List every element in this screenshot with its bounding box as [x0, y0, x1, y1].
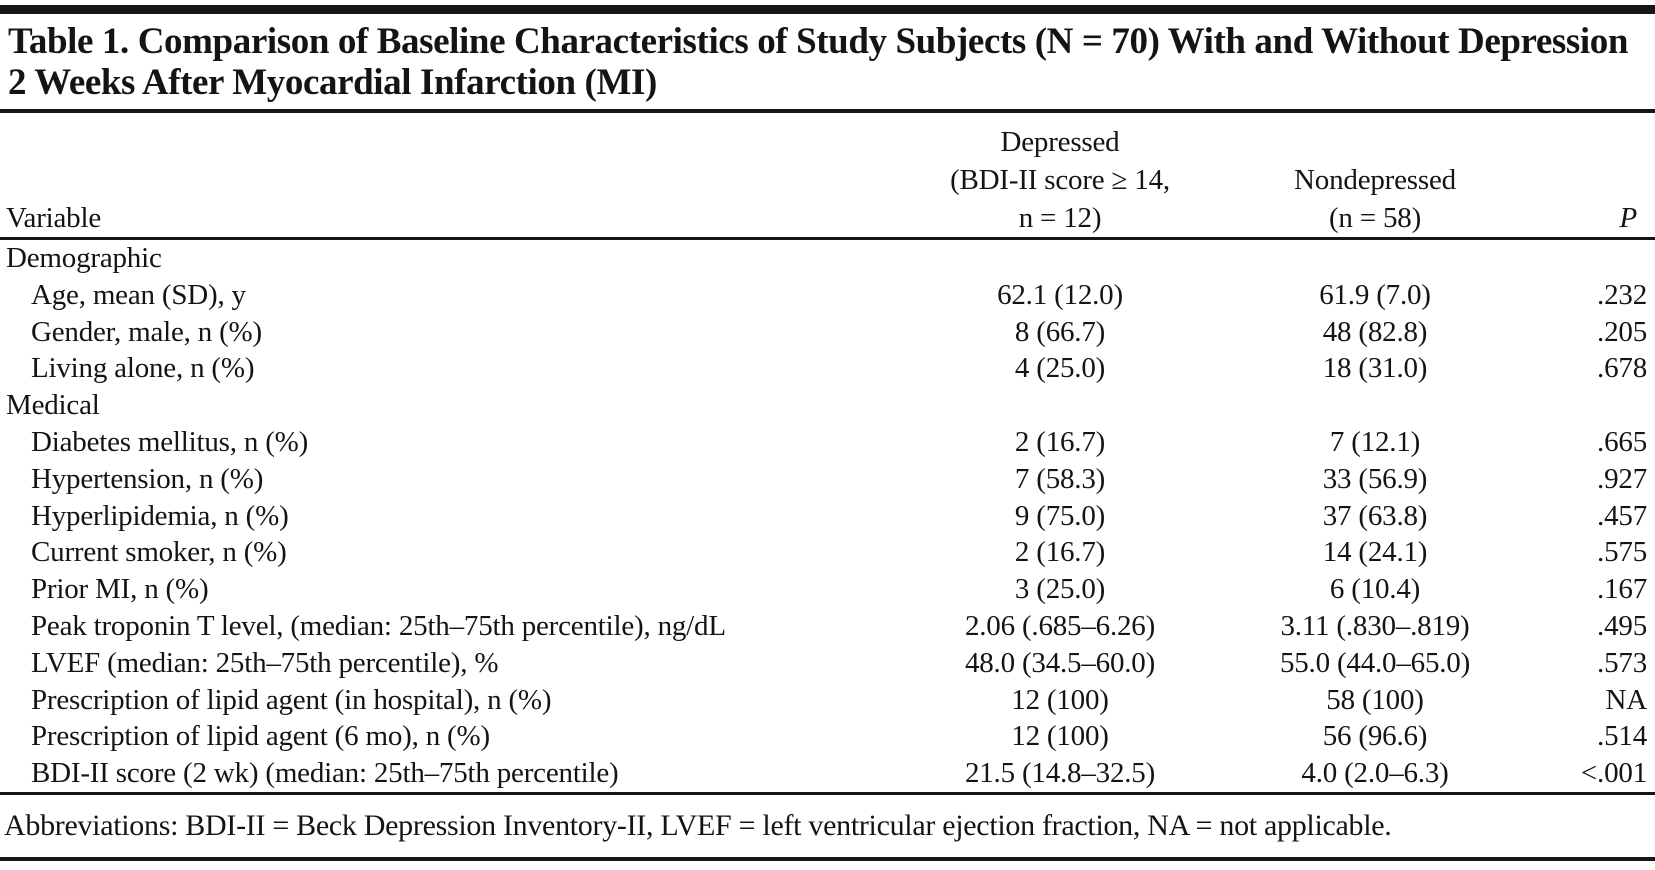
- nondepressed-value: 7 (12.1): [1329, 425, 1421, 458]
- p-value: .205: [1597, 315, 1647, 348]
- nondepressed-value: 48 (82.8): [1322, 315, 1428, 348]
- p-value: .927: [1597, 462, 1647, 495]
- table-row: Living alone, n (%) 4 (25.0) 18 (31.0) .678: [0, 350, 1655, 387]
- nondepressed-value: 14 (24.1): [1322, 536, 1428, 569]
- p-value: .575: [1597, 536, 1647, 569]
- table-row: Gender, male, n (%) 8 (66.7) 48 (82.8) .205: [0, 314, 1655, 351]
- table-title-line2: 2 Weeks After Myocardial Infarction (MI): [8, 62, 657, 103]
- section-row: Medical: [0, 387, 1655, 424]
- depressed-value: 2 (16.7): [1014, 425, 1106, 458]
- table-row: Age, mean (SD), y 62.1 (12.0) 61.9 (7.0) .2…: [0, 277, 1655, 314]
- p-value: .573: [1597, 646, 1647, 679]
- table-row: Current smoker, n (%) 2 (16.7) 14 (24.1) .5…: [0, 534, 1655, 571]
- nondepressed-value: 4.0 (2.0–6.3): [1301, 757, 1449, 790]
- row-label: LVEF (median: 25th–75th percentile), %: [31, 646, 499, 679]
- row-label: Peak troponin T level, (median: 25th–75t…: [31, 609, 726, 642]
- depressed-header-line2: (BDI-II score ≥ 14,: [950, 164, 1170, 196]
- nondepressed-value: 56 (96.6): [1322, 720, 1428, 753]
- table-row: LVEF (median: 25th–75th percentile), % 48…: [0, 645, 1655, 682]
- depressed-value: 2.06 (.685–6.26): [964, 609, 1156, 642]
- depressed-header-line3: n = 12): [1018, 202, 1102, 234]
- nondepressed-value: 58 (100): [1326, 683, 1424, 716]
- depressed-value: 12 (100): [1011, 683, 1109, 716]
- table-row: Prescription of lipid agent (in hospital…: [0, 682, 1655, 719]
- nondepressed-value: 37 (63.8): [1322, 499, 1428, 532]
- nondepressed-value: 33 (56.9): [1322, 462, 1428, 495]
- p-value: .457: [1597, 499, 1647, 532]
- p-value: .232: [1597, 278, 1647, 311]
- row-label: Living alone, n (%): [31, 352, 255, 385]
- row-label: Prior MI, n (%): [31, 573, 209, 606]
- table-header-row: Variable Depressed (BDI-II score ≥ 14, n…: [0, 113, 1655, 237]
- row-label: Demographic: [6, 242, 162, 274]
- nondepressed-value: 3.11 (.830–.819): [1280, 609, 1470, 642]
- footer-divider: [0, 791, 1655, 795]
- p-value: .167: [1597, 573, 1647, 606]
- row-label: BDI-II score (2 wk) (median: 25th–75th p…: [31, 757, 619, 790]
- abbreviations-note: Abbreviations: BDI-II = Beck Depression …: [4, 808, 1392, 842]
- row-label: Age, mean (SD), y: [31, 278, 246, 311]
- depressed-value: 2 (16.7): [1014, 536, 1106, 569]
- table-body: Demographic Age, mean (SD), y 62.1 (12.0) 6…: [0, 240, 1655, 792]
- nondepressed-header-line1: Nondepressed: [1294, 164, 1456, 196]
- row-label: Current smoker, n (%): [31, 536, 287, 569]
- depressed-header-line1: Depressed: [1000, 126, 1120, 158]
- nondepressed-value: 55.0 (44.0–65.0): [1279, 646, 1471, 679]
- p-value: .514: [1597, 720, 1647, 753]
- row-label: Gender, male, n (%): [31, 315, 262, 348]
- table-row: Diabetes mellitus, n (%) 2 (16.7) 7 (12.1)…: [0, 424, 1655, 461]
- depressed-value: 48.0 (34.5–60.0): [964, 646, 1156, 679]
- depressed-value: 8 (66.7): [1014, 315, 1106, 348]
- table-title: Table 1. Comparison of Baseline Characte…: [8, 21, 1647, 103]
- table-row: Prescription of lipid agent (6 mo), n (%…: [0, 718, 1655, 755]
- row-label: Medical: [6, 389, 100, 422]
- table-row: BDI-II score (2 wk) (median: 25th–75th p…: [0, 755, 1655, 792]
- row-label: Prescription of lipid agent (in hospital…: [31, 683, 552, 716]
- nondepressed-value: 61.9 (7.0): [1319, 278, 1431, 311]
- table-row: Peak troponin T level, (median: 25th–75t…: [0, 608, 1655, 645]
- table-row: Hyperlipidemia, n (%) 9 (75.0) 37 (63.8) .4…: [0, 498, 1655, 535]
- p-value: .678: [1597, 352, 1647, 385]
- column-header-p: P: [1540, 199, 1655, 237]
- row-label: Hyperlipidemia, n (%): [31, 499, 289, 532]
- depressed-value: 3 (25.0): [1014, 573, 1106, 606]
- p-value: <.001: [1580, 757, 1647, 790]
- row-label: Diabetes mellitus, n (%): [31, 425, 309, 458]
- table-title-line1: Table 1. Comparison of Baseline Characte…: [8, 21, 1629, 62]
- p-value: .495: [1597, 609, 1647, 642]
- depressed-value: 4 (25.0): [1014, 352, 1106, 385]
- depressed-value: 62.1 (12.0): [997, 278, 1123, 311]
- column-header-nondepressed: Nondepressed (n = 58): [1210, 161, 1540, 237]
- row-label: Hypertension, n (%): [31, 462, 264, 495]
- header-divider: [0, 237, 1655, 240]
- row-label: Prescription of lipid agent (6 mo), n (%…: [31, 720, 490, 753]
- top-rule: [0, 5, 1655, 14]
- section-row: Demographic: [0, 240, 1655, 277]
- table-row: Hypertension, n (%) 7 (58.3) 33 (56.9) .927: [0, 461, 1655, 498]
- p-value: NA: [1605, 683, 1648, 716]
- column-header-depressed: Depressed (BDI-II score ≥ 14, n = 12): [910, 123, 1210, 237]
- nondepressed-value: 6 (10.4): [1329, 573, 1421, 606]
- nondepressed-header-line2: (n = 58): [1328, 202, 1422, 234]
- table-row: Prior MI, n (%) 3 (25.0) 6 (10.4) .167: [0, 571, 1655, 608]
- depressed-value: 7 (58.3): [1014, 462, 1106, 495]
- p-header-label: P: [1619, 202, 1637, 234]
- variable-header-label: Variable: [6, 202, 102, 234]
- depressed-value: 21.5 (14.8–32.5): [964, 757, 1156, 790]
- depressed-value: 9 (75.0): [1014, 499, 1106, 532]
- p-value: .665: [1597, 425, 1647, 458]
- title-divider: [0, 109, 1655, 113]
- column-header-variable: Variable: [0, 199, 910, 237]
- depressed-value: 12 (100): [1011, 720, 1109, 753]
- nondepressed-value: 18 (31.0): [1322, 352, 1428, 385]
- bottom-rule: [0, 856, 1655, 861]
